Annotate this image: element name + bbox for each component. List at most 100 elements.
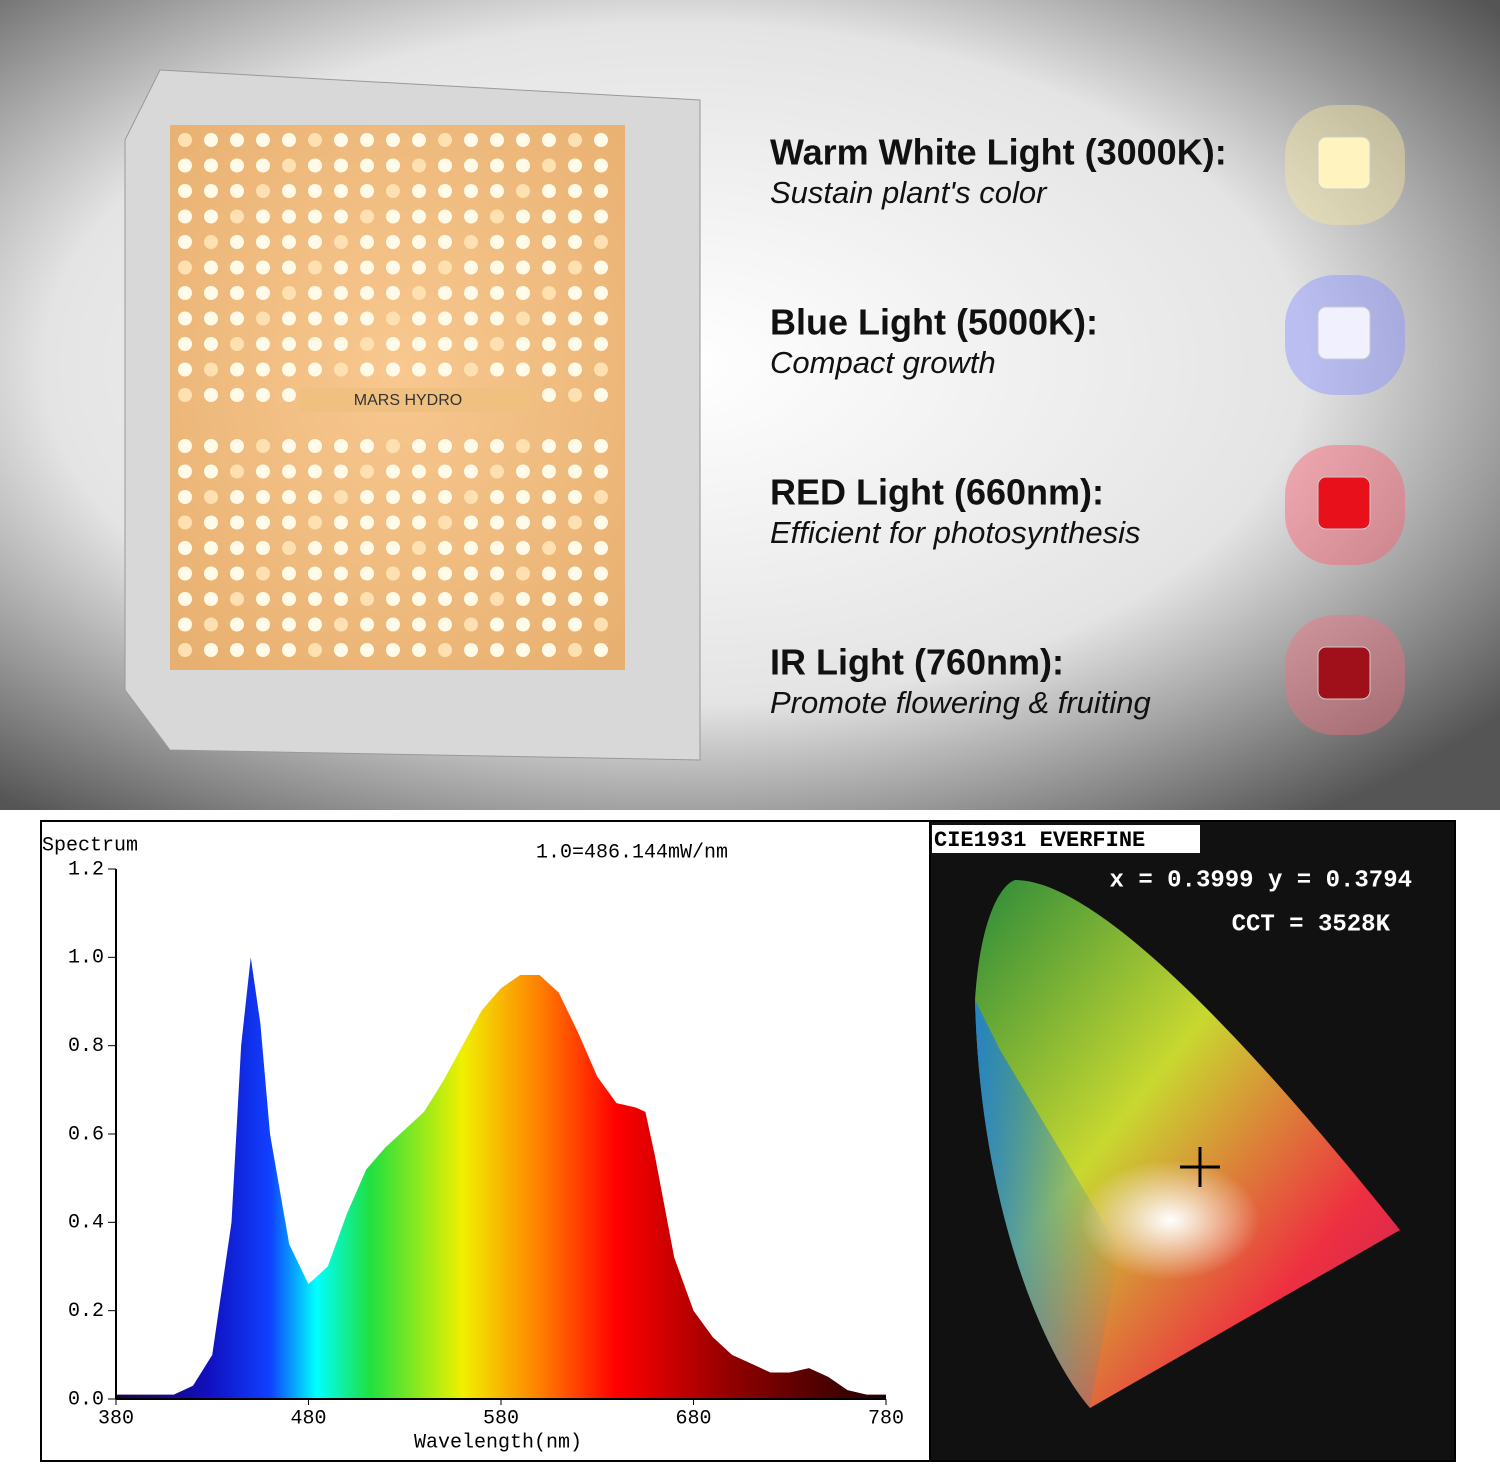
led xyxy=(594,388,608,402)
led xyxy=(490,260,504,275)
feature-subtitle: Promote flowering & fruiting xyxy=(770,685,1151,720)
led xyxy=(334,209,348,224)
feature-subtitle: Sustain plant's color xyxy=(770,175,1048,210)
led xyxy=(178,541,192,555)
led xyxy=(412,158,426,173)
led xyxy=(386,617,400,632)
led xyxy=(542,362,556,377)
x-tick-label: 580 xyxy=(483,1407,519,1430)
led xyxy=(334,158,348,173)
led xyxy=(334,617,348,632)
led xyxy=(308,464,322,479)
led xyxy=(178,311,192,326)
led xyxy=(204,158,218,173)
led xyxy=(568,592,582,606)
y-tick-label: 0.6 xyxy=(68,1123,104,1146)
led xyxy=(256,464,270,479)
led xyxy=(438,311,452,326)
led xyxy=(490,209,504,224)
led xyxy=(282,311,296,326)
feature-title: RED Light (660nm): xyxy=(770,472,1104,513)
led xyxy=(464,566,478,581)
x-tick-label: 680 xyxy=(675,1407,711,1430)
feature-title: Blue Light (5000K): xyxy=(770,302,1098,343)
led xyxy=(204,515,218,530)
led xyxy=(308,515,322,530)
led xyxy=(386,286,400,300)
led xyxy=(308,209,322,224)
led xyxy=(308,592,322,606)
led xyxy=(308,337,322,351)
led xyxy=(542,643,556,657)
led xyxy=(386,541,400,555)
led xyxy=(542,133,556,147)
led xyxy=(568,515,582,530)
led xyxy=(308,311,322,326)
led xyxy=(282,286,296,300)
led xyxy=(412,362,426,377)
led xyxy=(594,592,608,606)
led xyxy=(256,515,270,530)
led xyxy=(594,209,608,224)
led xyxy=(230,311,244,326)
led xyxy=(568,337,582,351)
led xyxy=(386,464,400,479)
y-tick-label: 0.8 xyxy=(68,1035,104,1058)
led xyxy=(282,490,296,504)
led xyxy=(256,286,270,300)
led xyxy=(178,209,192,224)
led xyxy=(360,184,374,198)
led xyxy=(308,158,322,173)
led xyxy=(542,388,556,402)
y-tick-label: 0.4 xyxy=(68,1212,104,1235)
led xyxy=(308,541,322,555)
led xyxy=(516,515,530,530)
led xyxy=(594,541,608,555)
led xyxy=(490,362,504,377)
led xyxy=(204,286,218,300)
led xyxy=(568,311,582,326)
led xyxy=(256,337,270,351)
led xyxy=(360,439,374,453)
led xyxy=(282,464,296,479)
led xyxy=(464,643,478,657)
led xyxy=(568,260,582,275)
led xyxy=(386,362,400,377)
led xyxy=(178,617,192,632)
led xyxy=(438,362,452,377)
led xyxy=(568,158,582,173)
led xyxy=(360,209,374,224)
led xyxy=(360,490,374,504)
led xyxy=(594,311,608,326)
led xyxy=(360,362,374,377)
led xyxy=(464,184,478,198)
led xyxy=(438,439,452,453)
led xyxy=(542,311,556,326)
led xyxy=(256,184,270,198)
led xyxy=(204,133,218,147)
led xyxy=(230,566,244,581)
led xyxy=(516,439,530,453)
led xyxy=(568,490,582,504)
led xyxy=(204,541,218,555)
led xyxy=(516,286,530,300)
led xyxy=(256,209,270,224)
y-tick-label: 1.2 xyxy=(68,858,104,881)
led xyxy=(308,490,322,504)
led xyxy=(282,541,296,555)
led xyxy=(230,133,244,147)
led xyxy=(412,209,426,224)
led xyxy=(282,388,296,402)
led xyxy=(256,362,270,377)
led xyxy=(438,515,452,530)
led xyxy=(334,362,348,377)
led xyxy=(542,260,556,275)
led xyxy=(464,592,478,606)
led xyxy=(386,337,400,351)
led xyxy=(178,464,192,479)
led xyxy=(204,592,218,606)
led xyxy=(542,286,556,300)
led xyxy=(334,566,348,581)
led xyxy=(594,464,608,479)
